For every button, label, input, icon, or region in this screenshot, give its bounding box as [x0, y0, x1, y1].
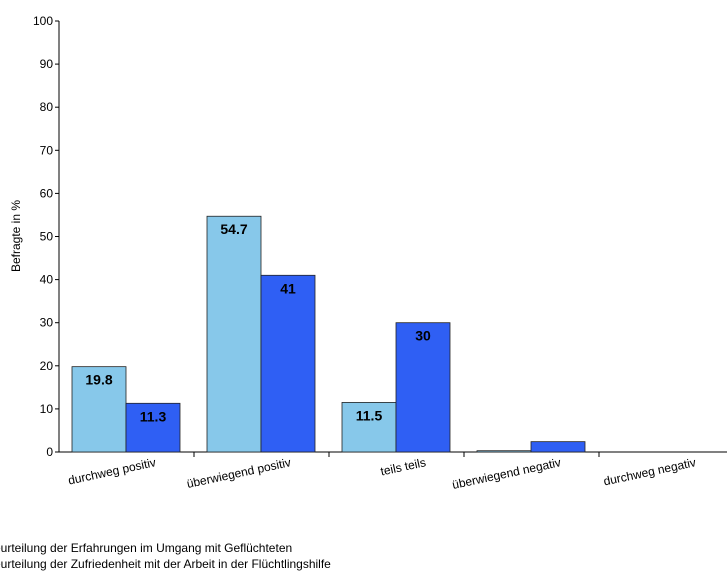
- data-label-s2-1: 41: [280, 280, 296, 296]
- data-label-s2-2: 30: [415, 328, 431, 344]
- legend-entry-series-2: eurteilung der Zufriedenheit mit der Arb…: [0, 557, 331, 571]
- bar-s2-1: [260, 274, 316, 453]
- x-tick-label-3: überwiegend negativ: [451, 455, 562, 492]
- y-tick-label-70: 70: [40, 143, 54, 157]
- data-label-s1-0: 19.8: [85, 372, 112, 388]
- data-label-s1-2: 11.5: [356, 407, 383, 423]
- y-tick-label-10: 10: [40, 402, 54, 416]
- bar-s1-0: [71, 366, 127, 453]
- x-tick-label-1: überwiegend positiv: [185, 455, 292, 491]
- y-tick-label-0: 0: [46, 445, 53, 459]
- x-tick-label-2: teils teils: [379, 455, 427, 478]
- y-tick-label-100: 100: [33, 14, 53, 28]
- data-label-s1-1: 54.7: [220, 221, 247, 237]
- bar-s1-1: [206, 215, 262, 453]
- y-axis-label: Befragte in %: [9, 200, 23, 272]
- bars: [71, 215, 586, 453]
- y-tick-label-30: 30: [40, 316, 54, 330]
- bar-s1-3: [476, 450, 532, 453]
- y-tick-label-80: 80: [40, 100, 54, 114]
- legend: eurteilung der Erfahrungen im Umgang mit…: [0, 540, 331, 572]
- bar-s1-2: [341, 402, 397, 453]
- y-tick-label-20: 20: [40, 359, 54, 373]
- bar-s2-2: [395, 322, 451, 453]
- bar-s2-0: [125, 402, 181, 453]
- y-tick-label-40: 40: [40, 273, 54, 287]
- data-label-s2-0: 11.3: [140, 408, 167, 424]
- labels: 19.8 54.7 11.5 11.3 41 30: [85, 221, 431, 424]
- y-tick-label-50: 50: [40, 230, 54, 244]
- bar-s2-3: [530, 441, 586, 453]
- legend-entry-series-1: eurteilung der Erfahrungen im Umgang mit…: [0, 541, 293, 555]
- y-tick-label-60: 60: [40, 186, 54, 200]
- y-tick-label-90: 90: [40, 57, 54, 71]
- x-tick-label-0: durchweg positiv: [67, 455, 157, 487]
- x-tick-label-4: durchweg negativ: [602, 455, 697, 488]
